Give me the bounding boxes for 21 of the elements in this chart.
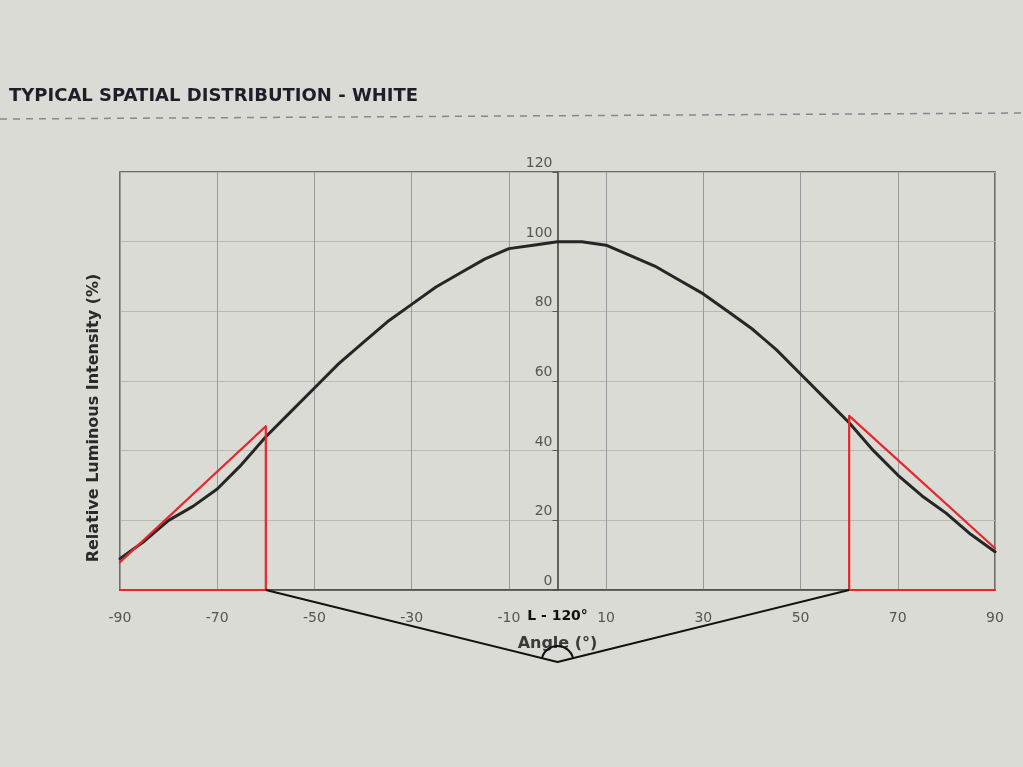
x-tick-label: 90 — [986, 609, 1004, 625]
x-tick-label: 50 — [791, 609, 810, 625]
x-tick-label: 10 — [597, 609, 616, 625]
y-tick-label: 0 — [543, 572, 553, 588]
y-tick-label: 60 — [534, 363, 553, 379]
y-tick-label: 100 — [525, 223, 553, 240]
x-tick-label: -50 — [303, 609, 326, 625]
x-tick-label: 70 — [888, 609, 907, 625]
y-tick-label: 40 — [534, 432, 553, 449]
text: L - 120° — [527, 607, 588, 623]
y-tick-label: 120 — [525, 154, 553, 170]
x-tick-label: -30 — [400, 609, 424, 625]
y-tick-label: 20 — [534, 502, 553, 519]
x-axis-title: Angle (°) — [517, 632, 598, 652]
x-tick-label: -70 — [205, 609, 229, 625]
x-tick-label: -90 — [108, 609, 132, 625]
y-tick-label: 80 — [534, 293, 553, 310]
chart-title: TYPICAL SPATIAL DISTRIBUTION - WHITE — [9, 83, 419, 105]
y-axis-title: Relative Luminous Intensity (%) — [82, 273, 102, 563]
x-tick-label: -10 — [497, 609, 521, 625]
x-tick-label: 30 — [694, 609, 713, 625]
